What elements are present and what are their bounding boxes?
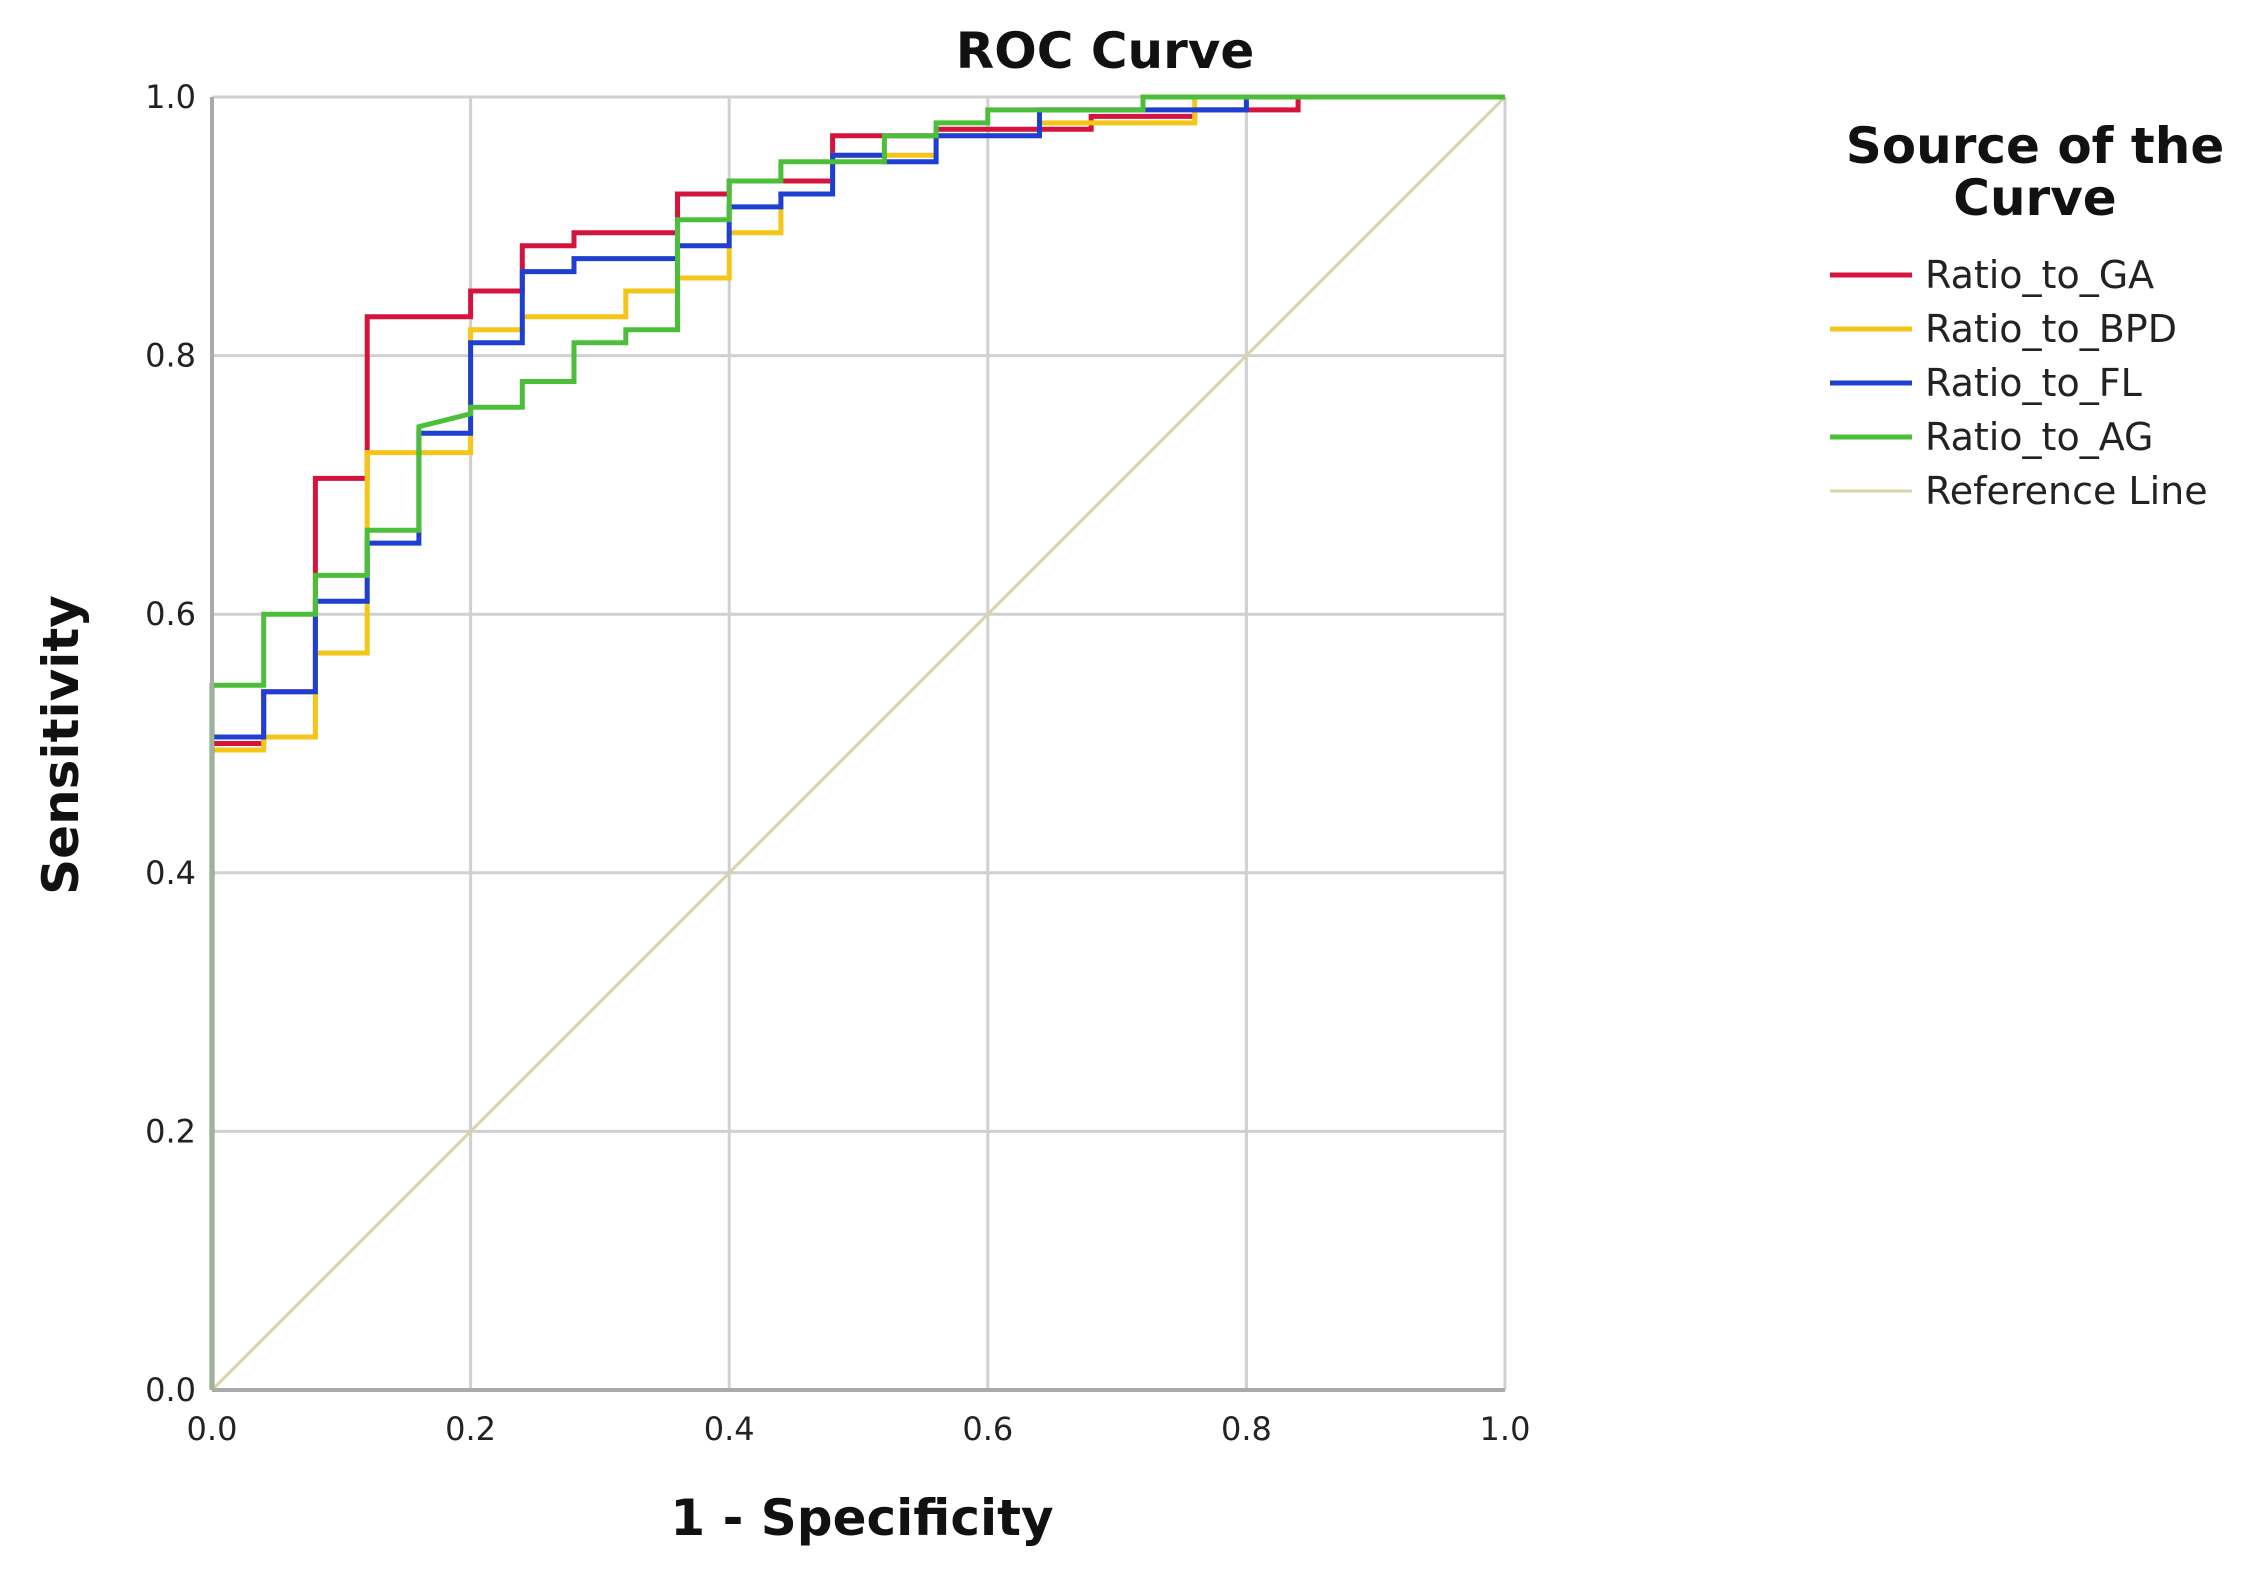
y-tick-label: 0.4 — [145, 854, 196, 892]
y-tick-label: 0.2 — [145, 1112, 196, 1150]
y-axis-title: Sensitivity — [32, 595, 90, 895]
legend-title-line-1: Source of the — [1846, 117, 2225, 175]
legend: Source of the Curve Ratio_to_GARatio_to_… — [1830, 117, 2224, 513]
x-tick-label: 0.0 — [187, 1410, 238, 1448]
x-tick-label: 0.2 — [445, 1410, 496, 1448]
legend-title-line-2: Curve — [1953, 169, 2116, 227]
legend-label: Ratio_to_GA — [1925, 253, 2154, 297]
x-axis-title: 1 - Specificity — [670, 1489, 1053, 1547]
x-tick-label: 1.0 — [1480, 1410, 1531, 1448]
legend-items: Ratio_to_GA Ratio_to_BPD Ratio_to_FL Ratio_… — [1830, 253, 2208, 513]
chart-title: ROC Curve — [956, 22, 1255, 80]
series-lines — [209, 94, 1507, 1392]
x-tick-label: 0.8 — [1221, 1410, 1272, 1448]
y-tick-label: 0.8 — [145, 337, 196, 375]
legend-label: Ratio_to_AG — [1925, 415, 2153, 459]
x-tick-label: 0.6 — [962, 1410, 1013, 1448]
y-tick-label: 0.6 — [145, 595, 196, 633]
legend-label: Reference Line — [1925, 469, 2208, 513]
x-tick-labels: 0.0 0.2 0.4 0.6 0.8 1.0 — [187, 1410, 1531, 1448]
y-tick-labels: 0.0 0.2 0.4 0.6 0.8 1.0 — [145, 78, 196, 1409]
y-tick-label: 1.0 — [145, 78, 196, 116]
y-tick-label: 0.0 — [145, 1371, 196, 1409]
series-line-reference-line — [210, 95, 1507, 1392]
legend-label: Ratio_to_FL — [1925, 361, 2142, 405]
axes — [210, 97, 1505, 1392]
legend-label: Ratio_to_BPD — [1925, 307, 2177, 351]
series-line-ratio-to-ag — [209, 94, 1505, 1390]
x-tick-label: 0.4 — [704, 1410, 755, 1448]
